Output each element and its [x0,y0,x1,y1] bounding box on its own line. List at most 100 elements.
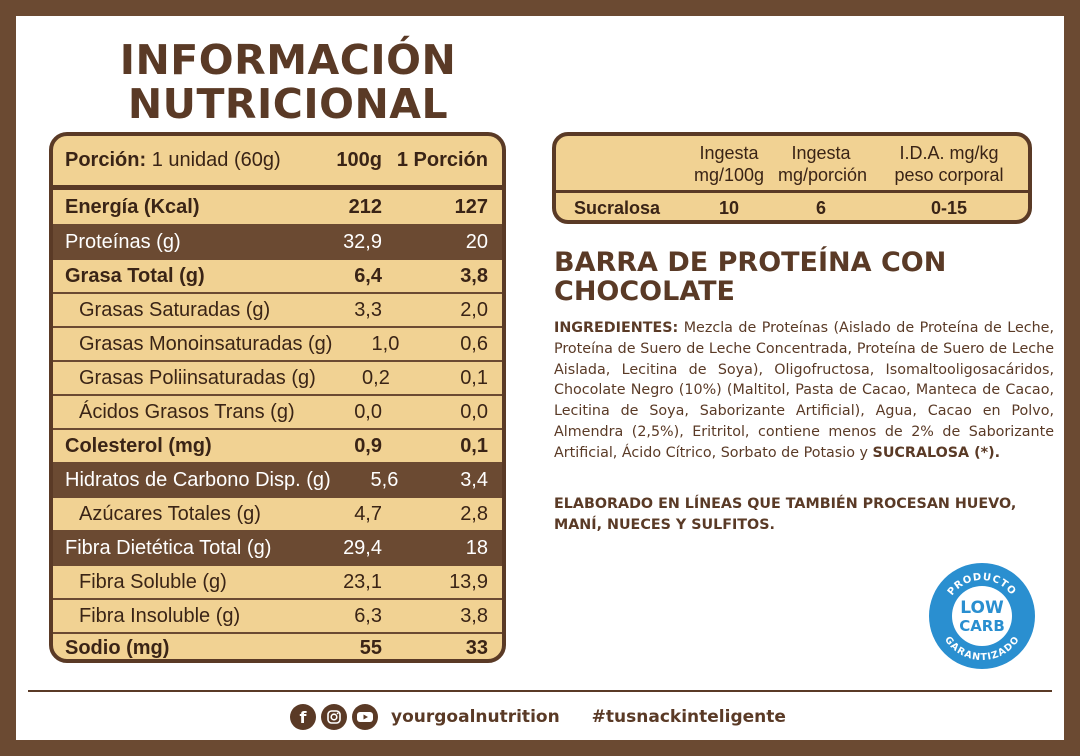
table-row-carbohydrates: Hidratos de Carbono Disp. (g) 5,6 3,4 [53,462,502,496]
page-title: INFORMACIÓN NUTRICIONAL [118,38,458,126]
table-row-saturated-fat: Grasas Saturadas (g) 3,3 2,0 [53,292,502,326]
header-line: Ingesta [699,143,759,163]
row-value-100g: 29,4 [343,536,382,559]
table-row-polyunsaturated-fat: Grasas Poliinsaturadas (g) 0,2 0,1 [53,360,502,394]
row-value-100g: 0,9 [354,434,382,457]
row-label: Energía (Kcal) [65,195,200,218]
ingredients-text: INGREDIENTES: Mezcla de Proteínas (Aisla… [554,318,1054,464]
row-value-100g: 5,6 [370,468,399,491]
row-value-100g: 55 [359,637,382,659]
instagram-icon[interactable] [321,704,347,730]
table-row-insoluble-fiber: Fibra Insoluble (g) 6,3 3,8 [53,598,502,632]
row-value-portion: 0,1 [460,366,488,389]
table-row-dietary-fiber: Fibra Dietética Total (g) 29,4 18 [53,530,502,564]
row-value-portion: 33 [465,637,488,659]
row-label: Fibra Soluble (g) [79,570,227,593]
column-header-100g: 100g [336,149,382,171]
table-row-total-fat: Grasa Total (g) 6,4 3,8 [53,258,502,292]
row-value-ida: 0-15 [930,198,968,218]
product-name-line-1: BARRA DE PROTEÍNA CON [554,247,947,278]
row-label: Hidratos de Carbono Disp. (g) [65,468,331,491]
row-label: Grasas Monoinsaturadas (g) [79,332,333,355]
table-row-sucralose: Sucralosa 10 6 0-15 [556,193,1028,220]
header-line: peso corporal [894,165,1004,185]
row-value-100g: 1,0 [371,332,400,355]
row-value-portion: 0,0 [460,400,488,423]
row-value-portion: 20 [465,230,488,253]
row-value-portion: 6 [815,198,826,218]
row-value-100g: 6,4 [354,264,382,287]
column-header-portion: 1 Porción [396,149,488,171]
row-value-portion: 3,4 [460,468,488,491]
youtube-icon[interactable] [352,704,378,730]
nutrition-table: Porción: 1 unidad (60g) 100g 1 Porción E… [49,132,506,663]
row-value-portion: 18 [465,536,488,559]
sweetener-table: Ingesta mg/100g Ingesta mg/porción I.D.A… [552,132,1032,224]
sweetener-table-divider [556,190,1028,193]
row-label: Sucralosa [574,198,661,218]
hashtag: #tusnackinteligente [591,707,786,727]
sucralose-note: SUCRALOSA (*). [872,444,1001,461]
table-row-soluble-fiber: Fibra Soluble (g) 23,1 13,9 [53,564,502,598]
table-row-protein: Proteínas (g) 32,9 20 [53,224,502,258]
row-value-portion: 2,0 [460,298,488,321]
footer-divider [28,690,1052,692]
table-header-row: Porción: 1 unidad (60g) 100g 1 Porción [53,136,502,185]
table-row-cholesterol: Colesterol (mg) 0,9 0,1 [53,428,502,462]
row-label: Fibra Insoluble (g) [79,604,241,627]
portion-label: Porción: [65,149,147,171]
row-value-100g: 4,7 [354,502,382,525]
facebook-icon[interactable]: f [290,704,316,730]
sweetener-table-header: Ingesta mg/100g Ingesta mg/porción I.D.A… [556,136,1028,190]
row-label: Proteínas (g) [65,230,181,253]
row-value-100g: 23,1 [343,570,382,593]
row-value-portion: 13,9 [449,570,488,593]
table-row-monounsaturated-fat: Grasas Monoinsaturadas (g) 1,0 0,6 [53,326,502,360]
header-ida: I.D.A. mg/kg peso corporal [886,142,1012,186]
row-label: Ácidos Grasos Trans (g) [79,400,295,423]
header-line: mg/100g [693,165,765,185]
row-value-100g: 6,3 [354,604,382,627]
row-label: Grasa Total (g) [65,264,205,287]
portion-value: 1 unidad (60g) [151,149,281,171]
row-label: Grasas Saturadas (g) [79,298,271,321]
row-value-100g: 212 [348,195,382,218]
badge-line-1: LOW [960,598,1004,618]
header-intake-portion: Ingesta mg/porción [778,142,868,186]
row-value-portion: 127 [454,195,488,218]
row-value-portion: 3,8 [460,264,488,287]
row-value-portion: 0,1 [460,434,488,457]
allergen-warning: ELABORADO EN LÍNEAS QUE TAMBIÉN PROCESAN… [554,496,1017,533]
social-handle[interactable]: yourgoalnutrition [391,707,560,727]
row-value-100g: 0,2 [362,366,390,389]
header-line: mg/porción [778,165,868,185]
row-value-portion: 3,8 [460,604,488,627]
header-line: Ingesta [791,143,851,163]
row-label: Azúcares Totales (g) [79,502,261,525]
header-intake-100g: Ingesta mg/100g [690,142,768,186]
badge-line-2: CARB [959,617,1005,635]
product-name: BARRA DE PROTEÍNA CON CHOCOLATE [554,248,994,306]
table-row-sodium: Sodio (mg) 55 33 [53,632,502,659]
row-label: Fibra Dietética Total (g) [65,536,272,559]
table-row-energy: Energía (Kcal) 212 127 [53,190,502,224]
product-name-line-2: CHOCOLATE [554,276,735,307]
row-label: Grasas Poliinsaturadas (g) [79,366,316,389]
row-value-100g: 3,3 [354,298,382,321]
row-label: Sodio (mg) [65,637,170,659]
low-carb-badge: PRODUCTO GARANTIZADO LOW CARB [926,560,1038,672]
table-row-trans-fat: Ácidos Grasos Trans (g) 0,0 0,0 [53,394,502,428]
title-line-1: INFORMACIÓN [119,36,457,84]
header-divider [53,185,502,190]
header-line: I.D.A. mg/kg [899,143,999,163]
row-label: Colesterol (mg) [65,434,212,457]
title-line-2: NUTRICIONAL [127,80,449,128]
footer: f yourgoalnutrition #tusnackinteligente [290,702,786,732]
row-value-100g: 32,9 [343,230,382,253]
row-value-portion: 2,8 [460,502,488,525]
row-value-100g: 0,0 [354,400,382,423]
row-value-portion: 0,6 [460,332,488,355]
nutrition-sheet: INFORMACIÓN NUTRICIONAL Porción: 1 unida… [16,16,1064,740]
ingredients-list: Mezcla de Proteínas (Aislado de Proteína… [554,320,1054,461]
facebook-glyph: f [299,707,307,727]
